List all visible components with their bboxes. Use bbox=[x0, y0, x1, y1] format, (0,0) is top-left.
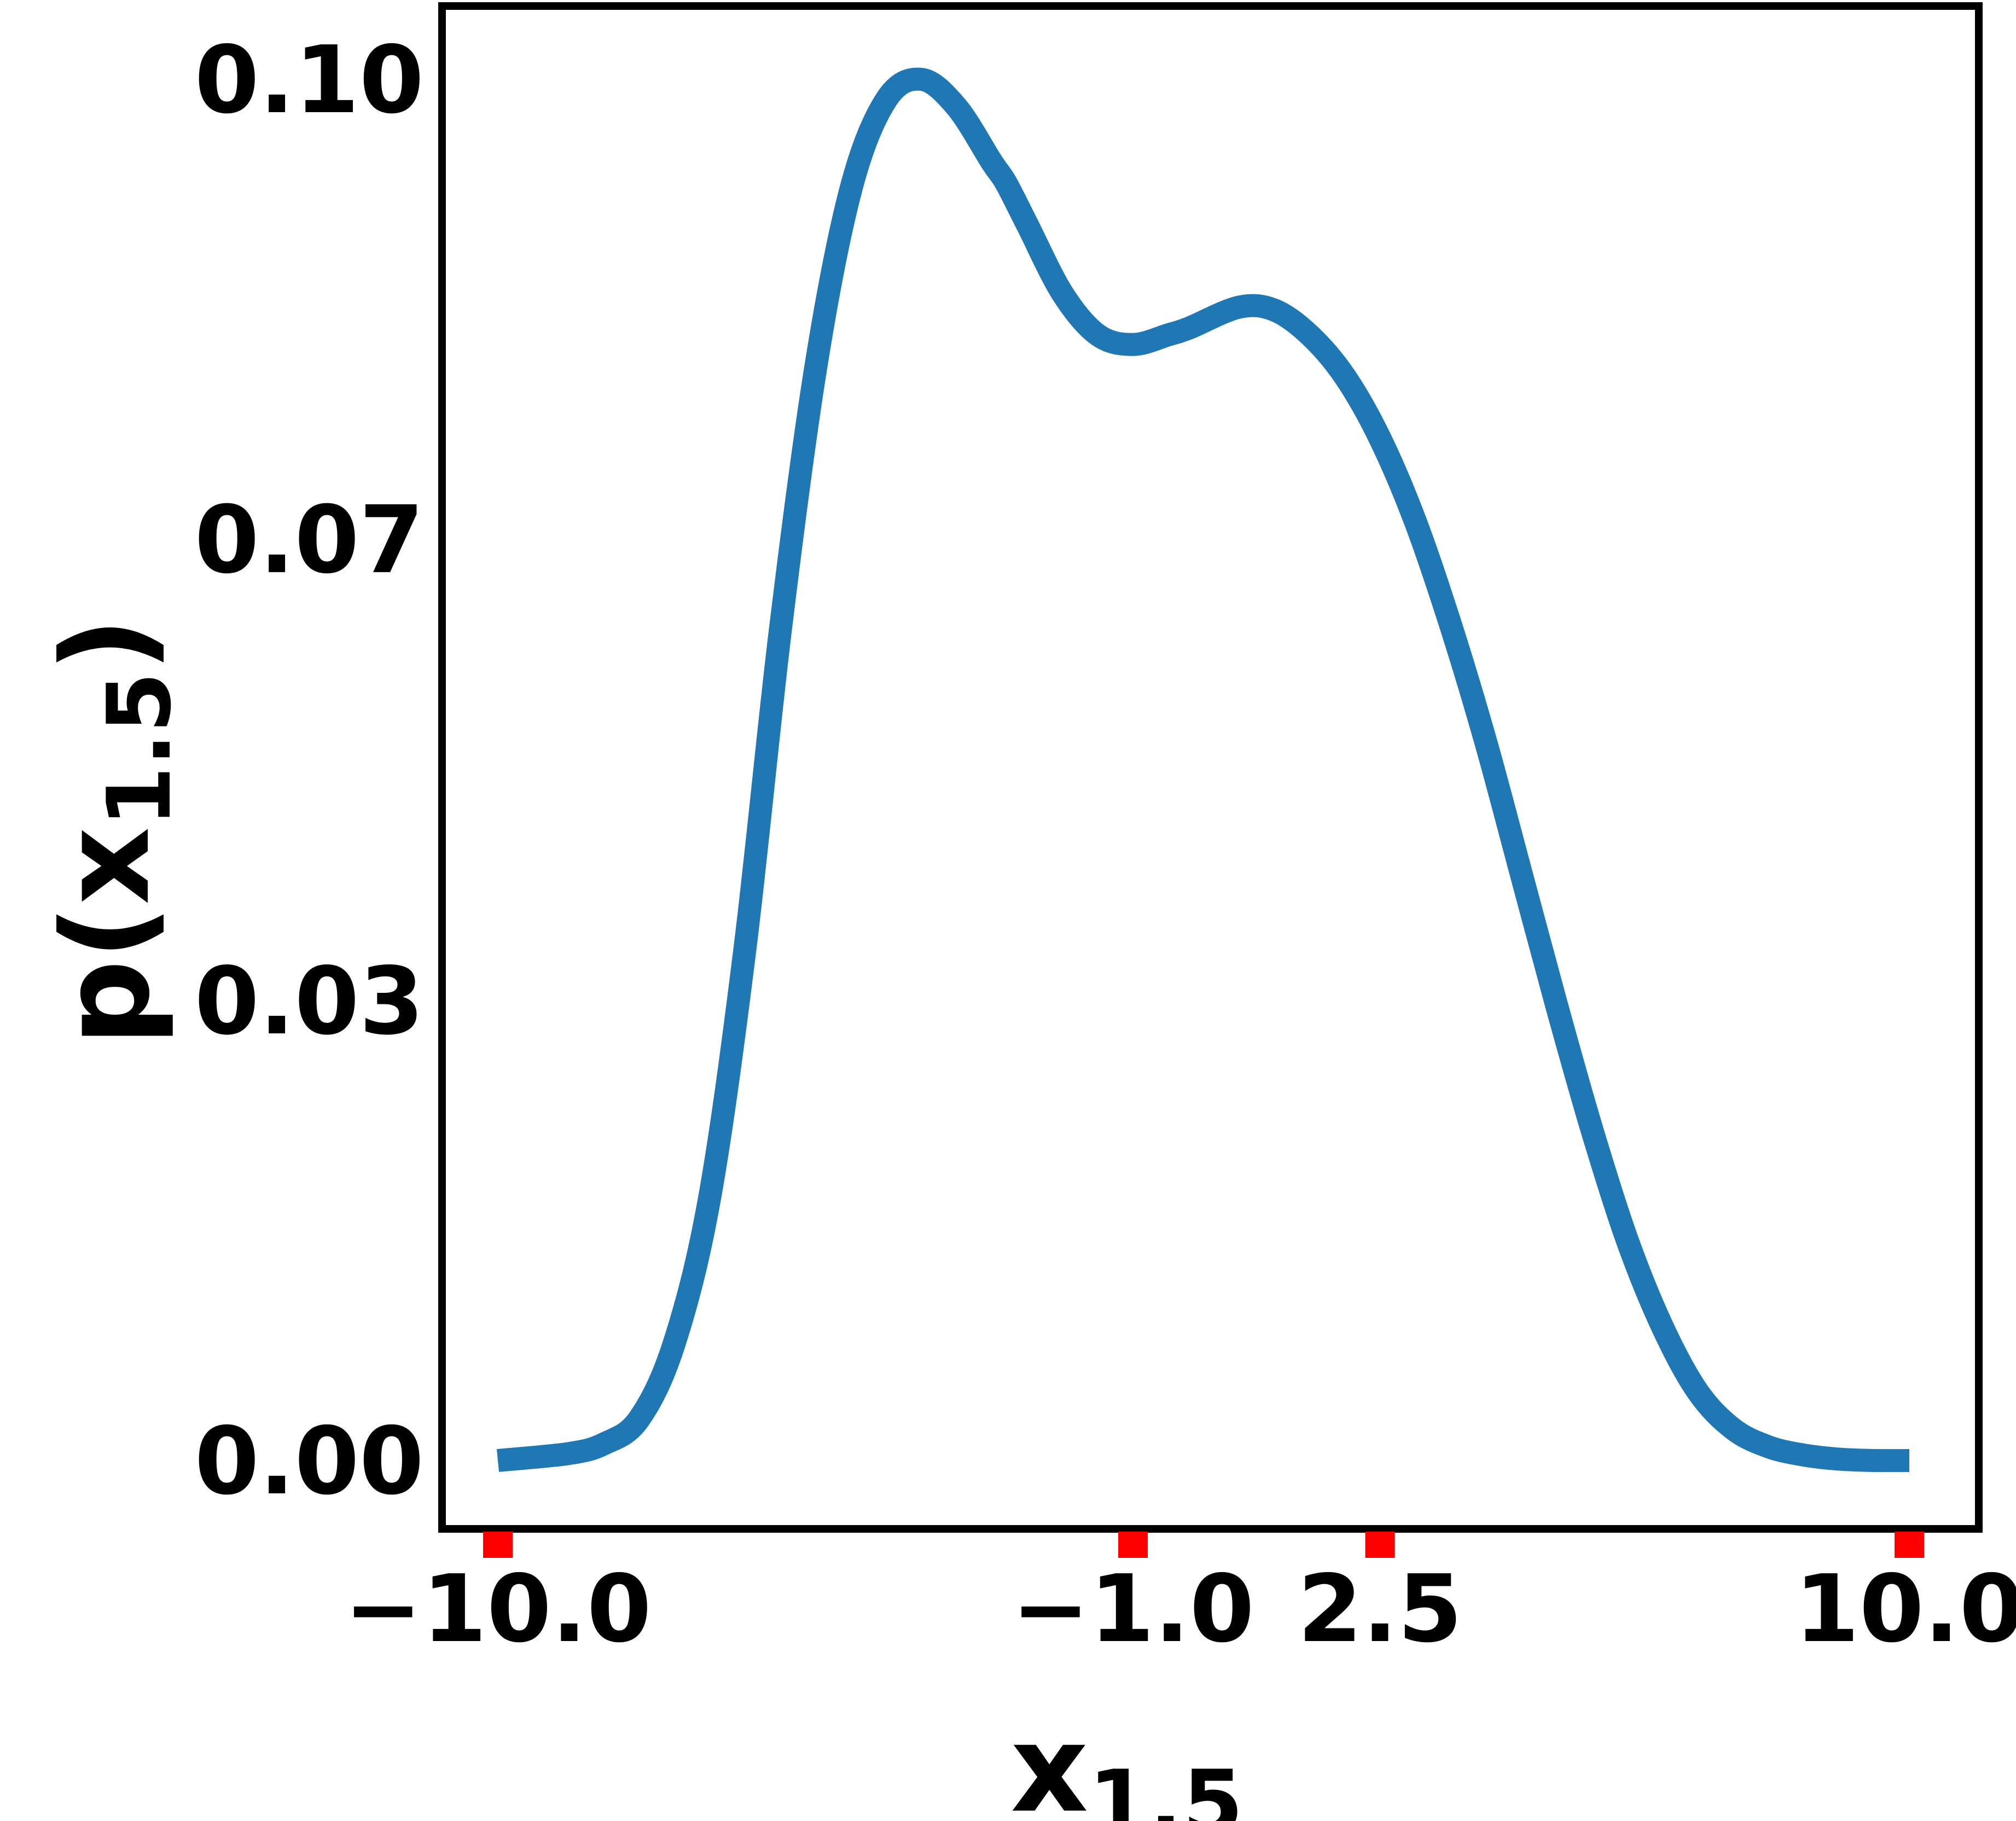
y-tick-label-1: 0.03 bbox=[195, 947, 424, 1056]
y-axis-label-close: ) bbox=[36, 617, 176, 672]
plot-area bbox=[438, 2, 1983, 1533]
x-tick-label-1: −1.0 bbox=[1012, 1555, 1254, 1663]
y-axis-label-main: p(x bbox=[36, 827, 176, 1046]
x-axis-label: x1.5 bbox=[1010, 1699, 1243, 1821]
x-tick-mark-2 bbox=[1365, 1532, 1395, 1558]
y-tick-label-0: 0.00 bbox=[195, 1407, 424, 1516]
plot-frame bbox=[438, 2, 1983, 1533]
x-tick-label-0: −10.0 bbox=[344, 1555, 652, 1663]
y-tick-label-2: 0.07 bbox=[195, 486, 424, 595]
series-line-0 bbox=[496, 67, 1910, 1473]
x-tick-label-3: 10.0 bbox=[1794, 1555, 2016, 1663]
y-tick-label-3: 0.10 bbox=[195, 26, 424, 135]
y-axis-label: p(x1.5) bbox=[36, 617, 190, 1046]
x-axis-label-subscript: 1.5 bbox=[1088, 1751, 1243, 1821]
x-tick-mark-3 bbox=[1895, 1532, 1924, 1558]
y-axis-label-subscript: 1.5 bbox=[88, 672, 190, 827]
x-tick-mark-1 bbox=[1118, 1532, 1148, 1558]
x-axis-ticks: −10.0 −1.0 2.5 10.0 bbox=[344, 1532, 2016, 1663]
x-tick-mark-0 bbox=[483, 1532, 513, 1558]
y-axis-ticks: 0.00 0.03 0.07 0.10 bbox=[195, 26, 424, 1516]
x-axis-label-main: x bbox=[1010, 1699, 1088, 1821]
x-tick-label-2: 2.5 bbox=[1298, 1555, 1462, 1663]
